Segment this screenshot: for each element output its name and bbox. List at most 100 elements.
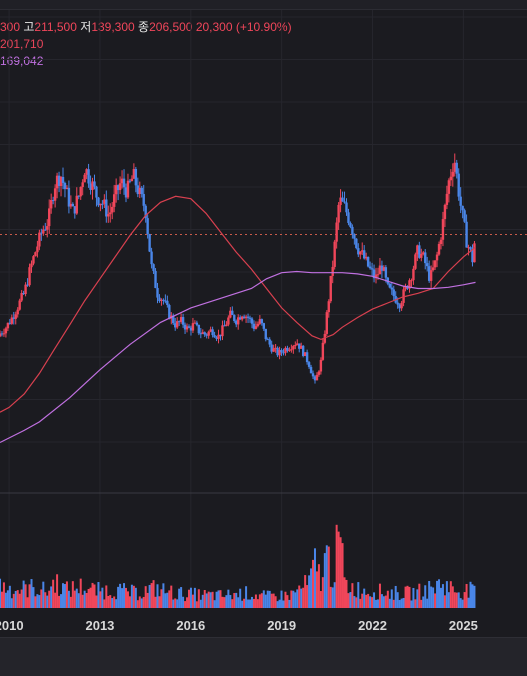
volume-bar (2, 582, 5, 608)
candle (48, 199, 51, 234)
candle-body (105, 199, 108, 217)
candle (307, 361, 311, 369)
volume-bar (386, 590, 389, 608)
ma-long-legend: 169,042 (0, 54, 44, 68)
volume-bar (341, 543, 344, 608)
candle-body (300, 345, 303, 349)
volume-bar (10, 598, 13, 608)
volume-bar (436, 580, 439, 608)
volume-bar (434, 593, 437, 608)
candle (85, 168, 88, 180)
candle-body (32, 256, 35, 264)
candle-body (246, 316, 250, 318)
candle (197, 324, 201, 336)
volume-bar (93, 584, 96, 608)
candle-body (229, 310, 232, 318)
volume-bar (75, 588, 78, 608)
volume-bar (471, 584, 474, 608)
volume-bar (99, 591, 102, 608)
candle-body (57, 175, 61, 186)
candle (30, 260, 33, 273)
candle (44, 222, 47, 231)
candle (335, 217, 338, 249)
candle-body (337, 204, 340, 223)
volume-bar (278, 599, 281, 608)
candle-body (457, 173, 460, 197)
volume-bar (371, 597, 374, 608)
volume-bar (422, 596, 425, 608)
volume-bar (298, 585, 301, 608)
candle-body (152, 264, 155, 271)
volume-bar (134, 587, 137, 608)
candle (248, 315, 252, 323)
volume-bar (170, 585, 173, 608)
close-label: 종 (138, 20, 150, 34)
candle (91, 177, 94, 200)
volume-bar (418, 583, 421, 608)
volume-bar (156, 584, 159, 608)
candle-body (368, 266, 372, 269)
candle-body (426, 263, 429, 267)
candle (331, 260, 334, 284)
volume-bar (355, 597, 358, 608)
candle (227, 315, 230, 327)
candle-body (347, 212, 350, 223)
volume-bar (420, 599, 423, 608)
volume-bar (83, 590, 86, 608)
candle (300, 342, 303, 349)
volume-bar (428, 580, 431, 608)
candle-body (116, 185, 120, 191)
volume-bar (443, 595, 446, 608)
candle-body (118, 183, 122, 191)
candle-body (303, 352, 307, 356)
volume-bar (128, 596, 131, 608)
candle-body (445, 193, 449, 205)
volume-bar (166, 592, 169, 608)
volume-bar (304, 575, 307, 608)
volume-bar (154, 596, 157, 608)
volume-bar (140, 598, 143, 608)
candle-body (126, 180, 130, 198)
volume-bar (58, 595, 61, 608)
candle (87, 163, 90, 188)
volume-bar (441, 584, 444, 608)
volume-bar (115, 599, 118, 608)
candle-body (144, 205, 147, 219)
candle (447, 178, 451, 203)
candle (22, 290, 25, 296)
candle (42, 225, 45, 236)
candle (154, 268, 157, 289)
volume-bar (54, 592, 57, 608)
candle (132, 163, 136, 180)
candle-body (213, 335, 216, 338)
candle-body (122, 178, 126, 188)
volume-bar (388, 598, 391, 608)
volume-bar (392, 599, 395, 608)
candle-body (211, 329, 214, 336)
volume-bar (373, 592, 376, 608)
volume-bar (123, 583, 126, 608)
candle (189, 325, 193, 336)
candle-body (400, 302, 403, 309)
candle (280, 348, 283, 357)
candle (339, 189, 342, 213)
candle (116, 184, 120, 201)
candle (437, 241, 441, 256)
candle-body (317, 371, 321, 375)
candle (144, 204, 147, 223)
candle (292, 344, 295, 354)
candle-body (453, 162, 456, 172)
candle (26, 278, 29, 287)
candle (256, 321, 260, 328)
candle-body (376, 274, 380, 276)
candle-body (81, 182, 84, 188)
candle-body (201, 332, 204, 334)
candle-body (364, 256, 368, 259)
candle (207, 330, 210, 339)
candle-body (185, 326, 189, 330)
volume-bar (262, 590, 265, 608)
candle (0, 330, 2, 338)
volume-bar (369, 596, 372, 608)
volume-bar (296, 589, 299, 608)
